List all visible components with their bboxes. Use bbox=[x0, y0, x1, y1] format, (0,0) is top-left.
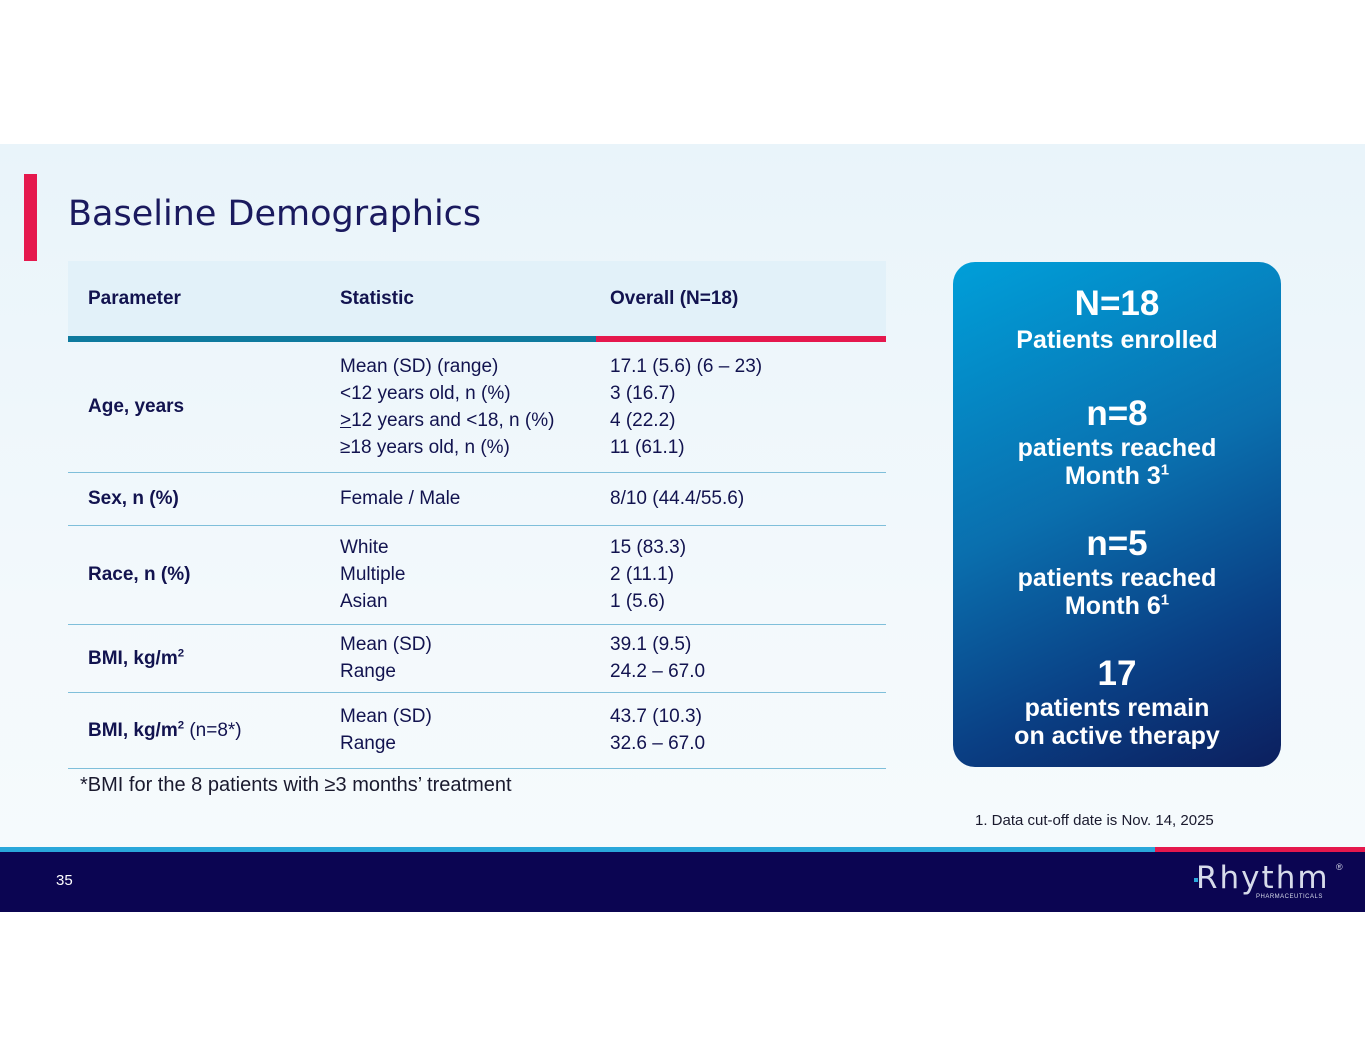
stat-month6-line2-text: Month 6 bbox=[1064, 592, 1161, 620]
stat-sex: Female / Male bbox=[320, 472, 590, 526]
stat-month3-value: n=8 bbox=[1086, 394, 1148, 433]
stat-month3-line2-text: Month 3 bbox=[1064, 462, 1161, 490]
footer-line-red bbox=[1155, 847, 1365, 852]
footer-line-blue bbox=[0, 847, 1155, 852]
logo-dot bbox=[1194, 878, 1198, 882]
table-row-bmi-subset: BMI, kg/m2 (n=8*) Mean (SD) Range 43.7 (… bbox=[68, 692, 886, 769]
param-race: Race, n (%) bbox=[68, 525, 320, 625]
value-line: 11 (61.1) bbox=[610, 436, 685, 458]
value-line: 2 (11.1) bbox=[610, 564, 675, 585]
stat-line: <12 years old, n (%) bbox=[340, 382, 511, 404]
header-overall: Overall (N=18) bbox=[590, 261, 886, 336]
table-row-race: Race, n (%) White Multiple Asian 15 (83.… bbox=[68, 525, 886, 625]
stat-line: Multiple bbox=[340, 564, 406, 585]
stat-line: Asian bbox=[340, 591, 388, 612]
header-parameter: Parameter bbox=[68, 261, 320, 336]
stat-line: ≥18 years old, n (%) bbox=[340, 436, 510, 458]
table-row-sex: Sex, n (%) Female / Male 8/10 (44.4/55.6… bbox=[68, 472, 886, 526]
header-rule bbox=[68, 336, 886, 342]
stat-line: Mean (SD) bbox=[340, 634, 432, 655]
stat-bmi: Mean (SD) Range bbox=[320, 624, 590, 693]
value-age: 17.1 (5.6) (6 – 23) 3 (16.7) 4 (22.2) 11… bbox=[590, 342, 886, 473]
stat-month6-sup: 1 bbox=[1160, 591, 1170, 609]
stat-active-line1: patients remain bbox=[1024, 694, 1210, 722]
stat-line: >12 years and <18, n (%) bbox=[340, 407, 570, 434]
value-line: 24.2 – 67.0 bbox=[610, 661, 706, 682]
param-bmi-subset-suffix: (n=8*) bbox=[184, 719, 242, 741]
stat-text: 12 years and <18, n (%) bbox=[351, 409, 555, 431]
stat-active-line2: on active therapy bbox=[1014, 722, 1220, 750]
value-line: 4 (22.2) bbox=[610, 409, 676, 431]
header-rule-split bbox=[590, 336, 886, 342]
value-line: 43.7 (10.3) bbox=[610, 706, 702, 727]
stat-month3-line1: patients reached bbox=[1017, 434, 1217, 462]
logo-wordmark: Rhythm bbox=[1196, 860, 1330, 896]
param-bmi-subset-text: BMI, kg/m bbox=[88, 719, 178, 741]
param-bmi: BMI, kg/m2 bbox=[68, 624, 320, 693]
slide-title: Baseline Demographics bbox=[68, 194, 482, 234]
value-line: 15 (83.3) bbox=[610, 537, 687, 558]
param-bmi-subset-sup: 2 bbox=[177, 719, 185, 732]
footer-bar: 35 Rhythm PHARMACEUTICALS ® bbox=[0, 852, 1365, 912]
header-rule-blue bbox=[68, 336, 590, 342]
value-bmi: 39.1 (9.5) 24.2 – 67.0 bbox=[590, 624, 886, 693]
table-row-age: Age, years Mean (SD) (range) <12 years o… bbox=[68, 342, 886, 473]
stat-prefix: > bbox=[340, 409, 352, 431]
value-race: 15 (83.3) 2 (11.1) 1 (5.6) bbox=[590, 525, 886, 625]
stat-line: Female / Male bbox=[340, 488, 461, 509]
enrollment-stats-box: N=18 Patients enrolled n=8 patients reac… bbox=[953, 262, 1281, 767]
stat-month3-sup: 1 bbox=[1160, 461, 1170, 479]
stat-line: Mean (SD) bbox=[340, 706, 432, 727]
table-row-bmi: BMI, kg/m2 Mean (SD) Range 39.1 (9.5) 24… bbox=[68, 624, 886, 693]
param-sex: Sex, n (%) bbox=[68, 472, 320, 526]
stat-line: Mean (SD) (range) bbox=[340, 355, 499, 377]
stat-month6-value: n=5 bbox=[1086, 524, 1148, 563]
stat-line: White bbox=[340, 537, 389, 558]
stat-age: Mean (SD) (range) <12 years old, n (%) >… bbox=[320, 342, 590, 473]
param-bmi-sup: 2 bbox=[177, 647, 185, 660]
stat-line: Range bbox=[340, 661, 396, 682]
stat-month6-line2: Month 61 bbox=[953, 592, 1281, 620]
param-bmi-subset: BMI, kg/m2 (n=8*) bbox=[68, 692, 320, 769]
value-bmi-subset: 43.7 (10.3) 32.6 – 67.0 bbox=[590, 692, 886, 769]
stat-bmi-subset: Mean (SD) Range bbox=[320, 692, 590, 769]
title-accent-bar bbox=[24, 174, 37, 261]
logo-registered-mark: ® bbox=[1336, 862, 1343, 872]
page-number: 35 bbox=[56, 872, 73, 889]
value-sex: 8/10 (44.4/55.6) bbox=[590, 472, 886, 526]
param-bmi-text: BMI, kg/m bbox=[88, 647, 178, 669]
stat-month3: n=8 patients reached Month 31 bbox=[953, 394, 1281, 490]
header-statistic: Statistic bbox=[320, 261, 590, 336]
value-line: 1 (5.6) bbox=[610, 591, 665, 612]
value-line: 32.6 – 67.0 bbox=[610, 733, 706, 754]
value-line: 3 (16.7) bbox=[610, 382, 676, 404]
stat-active: 17 patients remain on active therapy bbox=[953, 654, 1281, 750]
stat-enrolled-text: Patients enrolled bbox=[1016, 326, 1218, 354]
param-age: Age, years bbox=[68, 342, 320, 473]
table-header-row: Parameter Statistic Overall (N=18) bbox=[68, 261, 886, 336]
value-line: 8/10 (44.4/55.6) bbox=[610, 488, 745, 509]
stat-race: White Multiple Asian bbox=[320, 525, 590, 625]
stat-enrolled-value: N=18 bbox=[1074, 284, 1160, 323]
logo-subtitle: PHARMACEUTICALS bbox=[1256, 894, 1323, 900]
stat-line: Range bbox=[340, 733, 396, 754]
value-line: 17.1 (5.6) (6 – 23) bbox=[610, 355, 763, 377]
rhythm-logo: Rhythm PHARMACEUTICALS ® bbox=[1190, 860, 1350, 902]
slide: Baseline Demographics Parameter Statisti… bbox=[0, 144, 1365, 912]
stat-month6-line1: patients reached bbox=[1017, 564, 1217, 592]
stat-month3-line2: Month 31 bbox=[953, 462, 1281, 490]
value-line: 39.1 (9.5) bbox=[610, 634, 692, 655]
demographics-table: Parameter Statistic Overall (N=18) Age, … bbox=[68, 261, 886, 769]
stat-enrolled: N=18 Patients enrolled bbox=[953, 284, 1281, 354]
bmi-footnote: *BMI for the 8 patients with ≥3 months’ … bbox=[80, 774, 512, 796]
stat-month6: n=5 patients reached Month 61 bbox=[953, 524, 1281, 620]
data-cutoff-note: 1. Data cut-off date is Nov. 14, 2025 bbox=[975, 812, 1214, 829]
stat-active-value: 17 bbox=[1097, 654, 1137, 693]
